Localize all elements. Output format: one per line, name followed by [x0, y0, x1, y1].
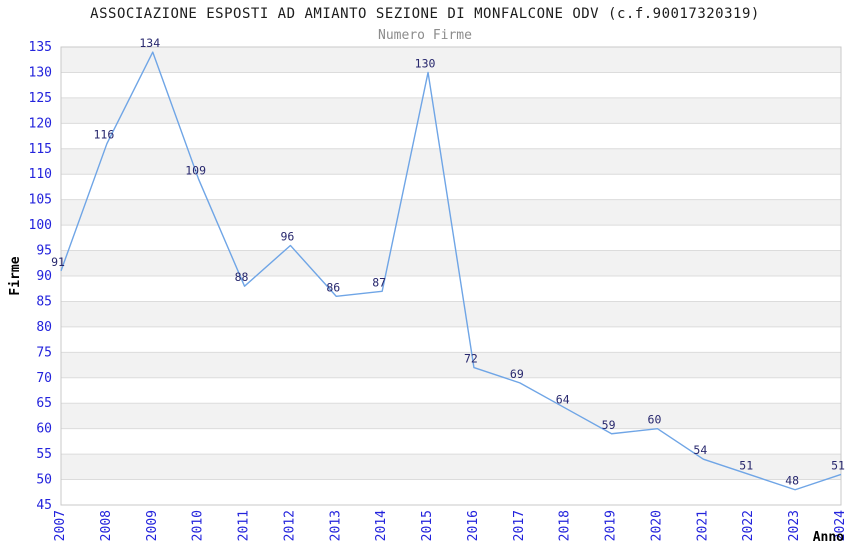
- y-tick-label: 100: [29, 218, 52, 233]
- y-tick-label: 135: [29, 40, 52, 55]
- y-tick-label: 95: [36, 244, 52, 259]
- x-tick-label: 2024: [833, 510, 848, 541]
- y-tick-label: 120: [29, 116, 52, 131]
- y-tick-label: 65: [36, 396, 52, 411]
- y-tick-label: 70: [36, 371, 52, 386]
- data-value-label: 130: [415, 56, 436, 70]
- data-value-label: 86: [326, 280, 340, 294]
- x-tick-label: 2020: [649, 510, 664, 541]
- data-value-label: 87: [372, 275, 386, 289]
- plot-band: [61, 454, 841, 480]
- plot-band: [61, 301, 841, 327]
- x-tick-label: 2022: [741, 510, 756, 541]
- data-value-label: 69: [510, 367, 524, 381]
- x-tick-label: 2010: [191, 510, 206, 541]
- y-tick-label: 75: [36, 345, 52, 360]
- data-line: [60, 51, 842, 491]
- plot-band: [61, 148, 841, 175]
- y-tick-label: 105: [29, 193, 52, 208]
- x-tick-label: 2017: [512, 510, 527, 541]
- data-value-label: 134: [139, 36, 160, 50]
- x-tick-label: 2018: [558, 510, 573, 541]
- y-tick-label: 85: [36, 294, 52, 309]
- data-value-label: 116: [93, 128, 114, 142]
- chart-subtitle: Numero Firme: [378, 28, 472, 43]
- y-tick-label: 90: [36, 269, 52, 284]
- data-value-label: 60: [648, 413, 662, 427]
- plot-band: [61, 250, 841, 276]
- x-tick-label: 2021: [695, 510, 710, 541]
- x-axis-title: Anno: [813, 530, 844, 545]
- chart-title: ASSOCIAZIONE ESPOSTI AD AMIANTO SEZIONE …: [90, 6, 760, 22]
- y-tick-label: 130: [29, 65, 52, 80]
- plot-band: [61, 97, 841, 124]
- y-tick-label: 125: [29, 91, 52, 106]
- y-tick-label: 80: [36, 320, 52, 335]
- data-value-label: 96: [280, 229, 294, 243]
- data-value-label: 88: [235, 270, 249, 284]
- x-tick-label: 2019: [604, 510, 619, 541]
- data-value-label: 48: [785, 474, 799, 488]
- y-tick-label: 55: [36, 447, 52, 462]
- x-tick-label: 2009: [145, 510, 160, 541]
- data-value-label: 59: [602, 418, 616, 432]
- data-value-label: 72: [464, 352, 478, 366]
- data-value-label: 54: [693, 443, 707, 457]
- x-tick-label: 2015: [420, 510, 435, 541]
- y-tick-label: 50: [36, 473, 52, 488]
- data-value-label: 109: [185, 163, 206, 177]
- x-tick-label: 2011: [237, 510, 252, 541]
- data-value-label: 51: [739, 458, 753, 472]
- x-tick-label: 2008: [99, 510, 114, 541]
- data-value-label: 51: [831, 458, 845, 472]
- plot-band: [61, 352, 841, 378]
- plot-band: [61, 403, 841, 429]
- data-value-label: 91: [51, 255, 65, 269]
- y-tick-label: 110: [29, 167, 52, 182]
- plot-band: [61, 47, 841, 73]
- y-tick-label: 60: [36, 422, 52, 437]
- data-value-label: 64: [556, 392, 570, 406]
- x-tick-label: 2012: [282, 510, 297, 541]
- y-axis-title: Firme: [8, 256, 23, 295]
- x-tick-label: 2007: [53, 510, 68, 541]
- x-tick-label: 2014: [374, 510, 389, 541]
- y-tick-label: 115: [29, 142, 52, 157]
- x-tick-label: 2013: [328, 510, 343, 541]
- x-tick-label: 2016: [466, 510, 481, 541]
- plot-frame: [60, 46, 842, 506]
- x-tick-label: 2023: [787, 510, 802, 541]
- y-tick-label: 45: [36, 498, 52, 513]
